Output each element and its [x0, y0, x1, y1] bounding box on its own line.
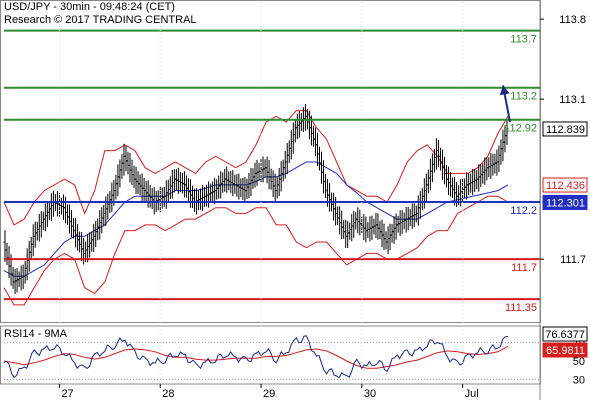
rsi-frame	[0, 325, 541, 385]
rsi-ma-line	[3, 345, 509, 369]
level-label-111.35: 111.35	[505, 302, 537, 314]
level-label-113.7: 113.7	[510, 34, 537, 46]
level-label-111.7: 111.7	[511, 262, 537, 274]
time-tick-28: 28	[162, 388, 174, 400]
price-tag-box	[542, 177, 588, 193]
main-frame	[0, 0, 541, 323]
bollinger-upper-line	[3, 110, 509, 226]
price-tag-box	[542, 194, 588, 210]
rsi-tick-50: 50	[573, 356, 585, 368]
price-bars	[3, 104, 509, 294]
forecast-arrow	[499, 85, 511, 123]
level-label-113.2: 113.2	[510, 91, 537, 103]
bollinger-lower-line	[3, 195, 509, 306]
price-tick-113.8: 113.8	[559, 14, 586, 26]
rsi-tag-65.9811: 65.9811	[546, 345, 585, 357]
price-tag-112.301: 112.301	[546, 197, 585, 209]
forecast-arrow-head	[499, 85, 510, 96]
copyright-text: Research © 2017 TRADING CENTRAL	[4, 14, 197, 26]
time-tick-Jul: Jul	[465, 388, 479, 400]
bollinger-bands	[3, 110, 509, 306]
rsi-title: RSI14 - 9MA	[4, 328, 68, 340]
level-label-112.92: 112.92	[504, 123, 537, 135]
rsi-tag-box	[542, 326, 588, 342]
price-tag-112.839: 112.839	[546, 124, 585, 136]
rsi-line	[3, 335, 509, 379]
price-tag-112.436: 112.436	[546, 180, 585, 192]
price-tick-111.7: 111.7	[560, 254, 586, 266]
rsi-tag-76.6377: 76.6377	[545, 329, 585, 341]
rsi-tag-box	[542, 342, 588, 358]
level-label-112.2: 112.2	[510, 205, 537, 217]
price-tick-113.1: 113.1	[559, 94, 586, 106]
time-tick-29: 29	[263, 388, 275, 400]
time-tick-27: 27	[61, 388, 73, 400]
main-panel	[0, 0, 541, 400]
time-axis: 27 28 29 30 Jul	[58, 2, 479, 400]
level-lines: 113.7 113.2 112.92 112.2 111.7 111.35	[4, 29, 540, 314]
price-tag-box	[542, 121, 588, 137]
time-tick-30: 30	[364, 388, 376, 400]
price-axis: 113.8 113.1 111.7	[540, 14, 586, 266]
rsi-tick-30: 30	[573, 374, 585, 386]
chart-title: USD/JPY - 30min - 09:48:24 (CET)	[4, 1, 175, 13]
price-tags: 112.839 112.436 112.301	[542, 121, 588, 210]
